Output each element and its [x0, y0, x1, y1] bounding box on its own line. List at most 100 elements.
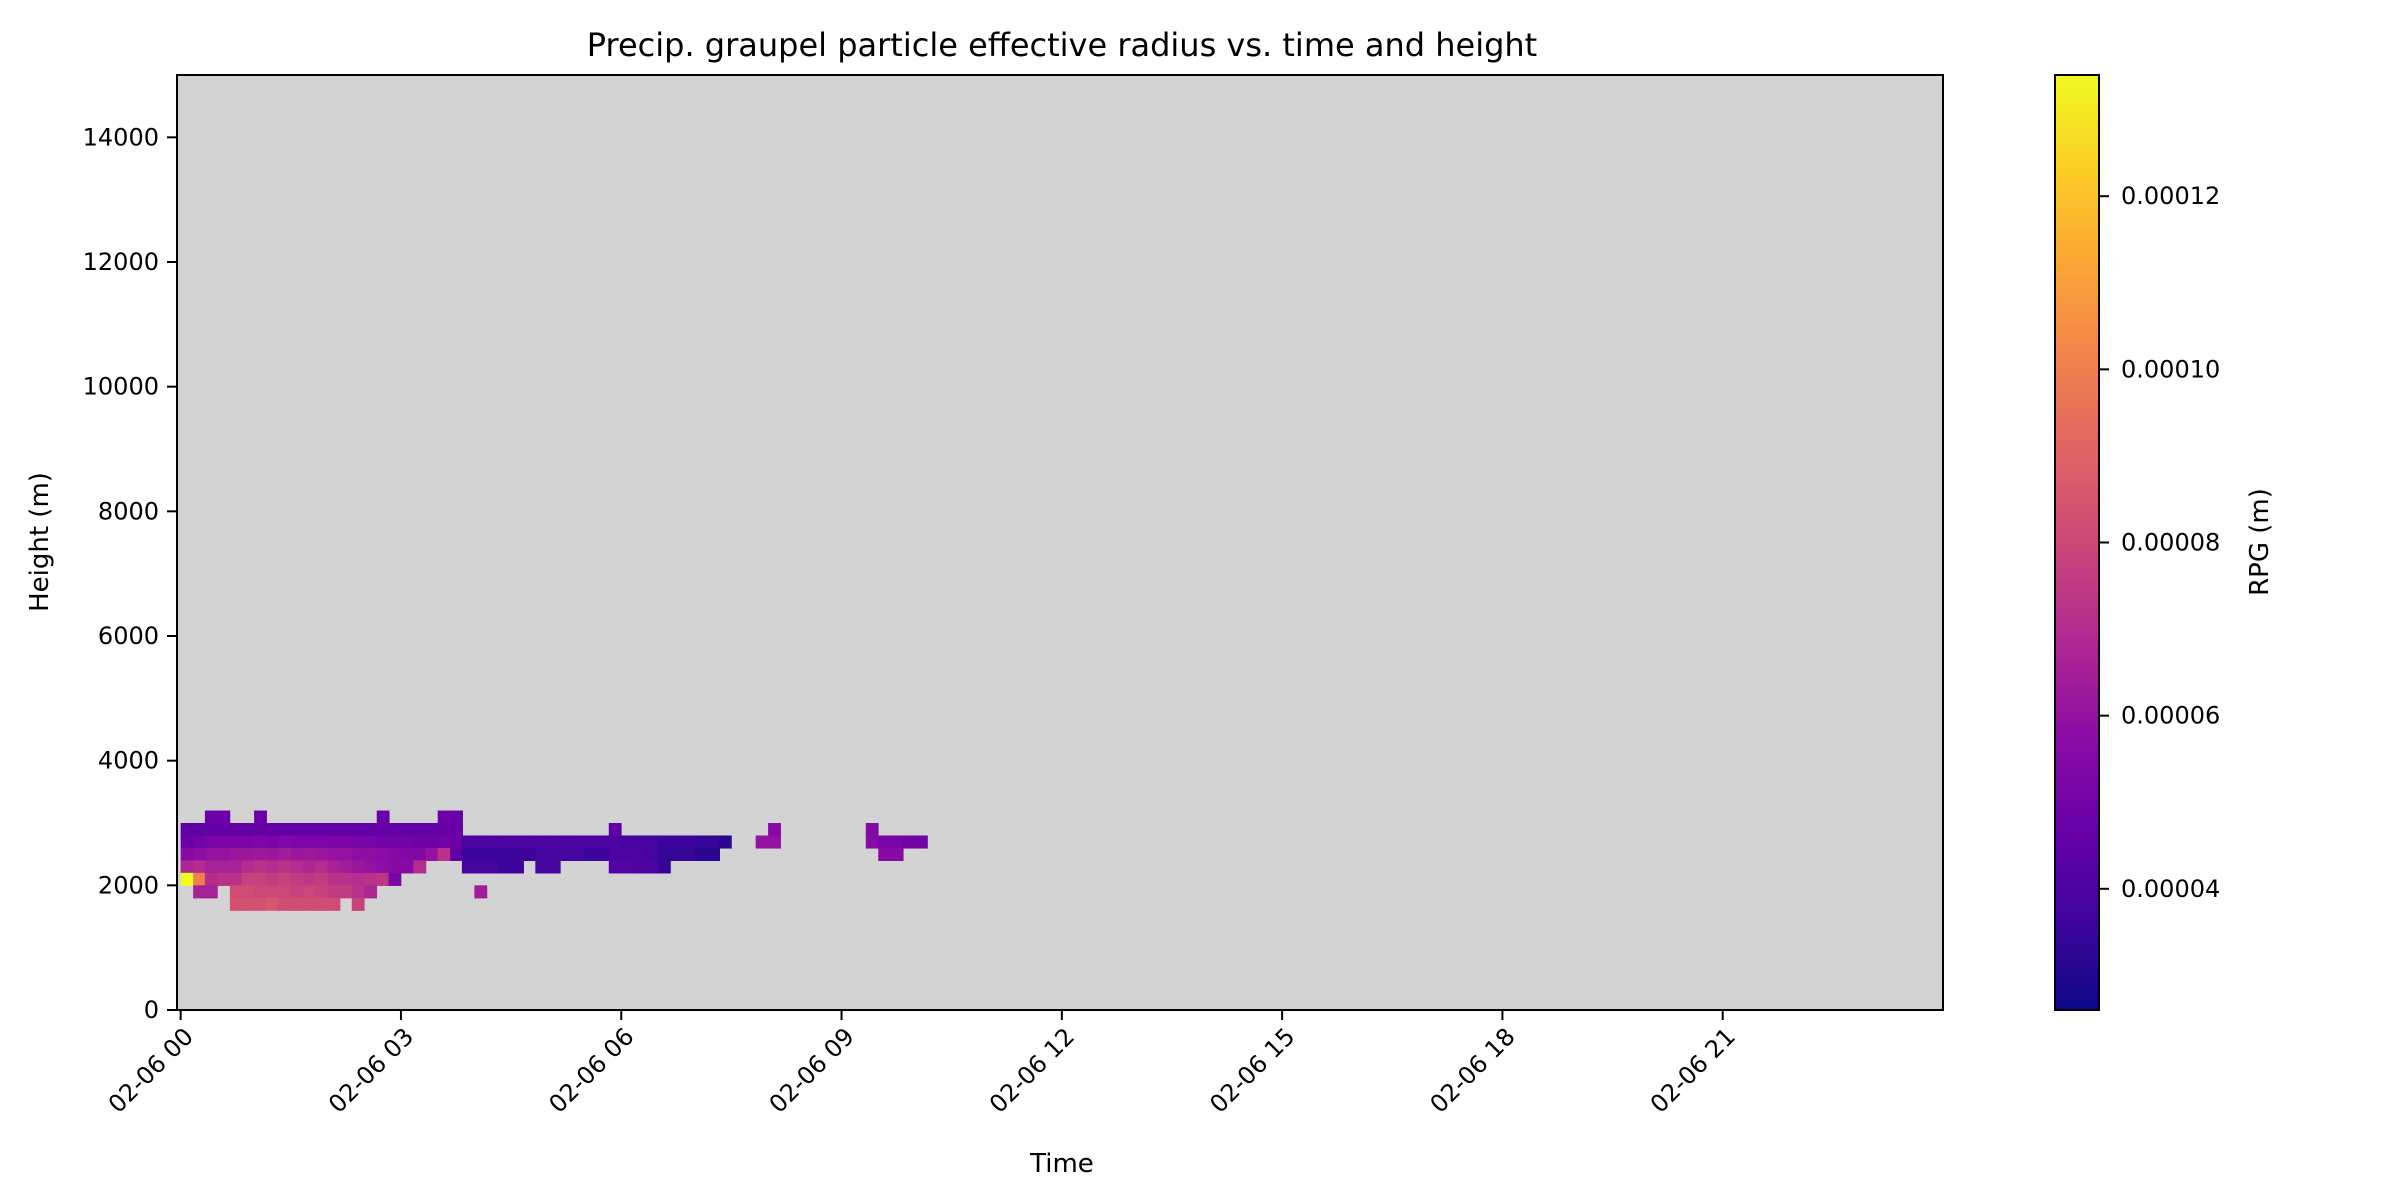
heatmap-cell: [278, 897, 292, 911]
heatmap-cell: [511, 860, 524, 874]
heatmap-cell: [229, 860, 243, 874]
heatmap-cell: [400, 835, 414, 849]
heatmap-cell: [560, 835, 574, 849]
heatmap-cell: [682, 847, 696, 861]
heatmap-cell: [388, 835, 402, 849]
colorbar-label: RPG (m): [2245, 488, 2275, 596]
heatmap-cell: [193, 860, 206, 874]
heatmap-cell: [511, 847, 524, 861]
heatmap-cell: [364, 860, 378, 874]
heatmap-cell: [450, 847, 463, 861]
heatmap-cell: [180, 872, 194, 886]
heatmap-cell: [388, 860, 402, 874]
heatmap-cells: [180, 810, 928, 911]
heatmap-cell: [180, 860, 194, 874]
heatmap-cell: [180, 835, 194, 849]
heatmap-cell: [535, 847, 549, 861]
heatmap-cell: [229, 897, 243, 911]
heatmap-cell: [204, 847, 218, 861]
heatmap-cell: [351, 847, 365, 861]
heatmap-cell: [290, 872, 304, 886]
heatmap-cell: [461, 835, 475, 849]
heatmap-cell: [254, 810, 267, 824]
heatmap-cell: [204, 810, 218, 824]
heatmap-cell: [204, 885, 218, 899]
heatmap-cell: [694, 835, 708, 849]
heatmap-cell: [290, 860, 304, 874]
heatmap-cell: [388, 823, 402, 837]
colorbar-tick-label: 0.00004: [2121, 875, 2220, 903]
heatmap-cell: [204, 823, 218, 837]
heatmap-cell: [388, 847, 402, 861]
heatmap-cell: [682, 835, 696, 849]
heatmap-cell: [193, 847, 206, 861]
heatmap-cell: [351, 885, 365, 899]
heatmap-cell: [413, 860, 427, 874]
heatmap-cell: [608, 823, 622, 837]
heatmap-cell: [351, 860, 365, 874]
heatmap-cell: [388, 872, 402, 886]
heatmap-cell: [437, 823, 451, 837]
heatmap-cell: [315, 872, 328, 886]
x-tick-label: 02-06 03: [323, 1022, 419, 1118]
heatmap-cell: [621, 847, 635, 861]
heatmap-cell: [535, 860, 549, 874]
heatmap-cell: [327, 835, 341, 849]
heatmap-cell: [351, 823, 365, 837]
heatmap-cell: [217, 810, 231, 824]
heatmap-cell: [278, 823, 292, 837]
heatmap-cell: [621, 860, 635, 874]
heatmap-cell: [425, 823, 439, 837]
heatmap-cell: [645, 847, 659, 861]
heatmap-cell: [645, 860, 659, 874]
heatmap-cell: [266, 897, 280, 911]
heatmap-cell: [364, 835, 378, 849]
heatmap-cell: [450, 810, 463, 824]
heatmap-cell: [327, 860, 341, 874]
heatmap-cell: [303, 872, 317, 886]
heatmap-cell: [547, 847, 561, 861]
colorbar-tick-label: 0.00006: [2121, 702, 2220, 730]
heatmap-cell: [327, 823, 341, 837]
heatmap-cell: [707, 847, 721, 861]
x-axis-ticks: 02-06 00 02-06 03 02-06 06 02-06 09 02-06 12…: [103, 1010, 1741, 1119]
heatmap-cell: [193, 872, 206, 886]
heatmap-cell: [254, 897, 267, 911]
heatmap-cell: [547, 860, 561, 874]
heatmap-cell: [254, 823, 267, 837]
heatmap-cell: [278, 847, 292, 861]
heatmap-cell: [315, 885, 328, 899]
heatmap-cell: [204, 860, 218, 874]
heatmap-cell: [437, 847, 451, 861]
y-tick-label: 8000: [98, 497, 159, 525]
heatmap-cell: [315, 847, 328, 861]
x-tick-label: 02-06 18: [1425, 1022, 1521, 1118]
heatmap-cell: [425, 847, 439, 861]
heatmap-cell: [474, 885, 488, 899]
heatmap-cell: [340, 872, 353, 886]
heatmap-cell: [241, 860, 255, 874]
heatmap-cell: [217, 847, 231, 861]
heatmap-cell: [486, 835, 500, 849]
heatmap-cell: [474, 860, 488, 874]
heatmap-cell: [376, 835, 390, 849]
colorbar-tick-label: 0.00010: [2121, 355, 2220, 383]
x-tick-label: 02-06 09: [764, 1022, 860, 1118]
heatmap-cell: [890, 835, 904, 849]
heatmap-cell: [878, 847, 892, 861]
heatmap-cell: [437, 810, 451, 824]
heatmap-cell: [364, 872, 378, 886]
heatmap-cell: [351, 835, 365, 849]
heatmap-cell: [376, 847, 390, 861]
x-tick-label: 02-06 12: [984, 1022, 1080, 1118]
heatmap-cell: [474, 835, 488, 849]
heatmap-cell: [315, 860, 328, 874]
heatmap-cell: [254, 885, 267, 899]
colorbar-tick-label: 0.00012: [2121, 182, 2220, 210]
heatmap-cell: [498, 860, 512, 874]
chart-title: Precip. graupel particle effective radiu…: [587, 26, 1537, 64]
heatmap-cell: [241, 847, 255, 861]
heatmap-cell: [437, 835, 451, 849]
x-tick-label: 02-06 21: [1645, 1022, 1741, 1118]
heatmap-cell: [327, 847, 341, 861]
